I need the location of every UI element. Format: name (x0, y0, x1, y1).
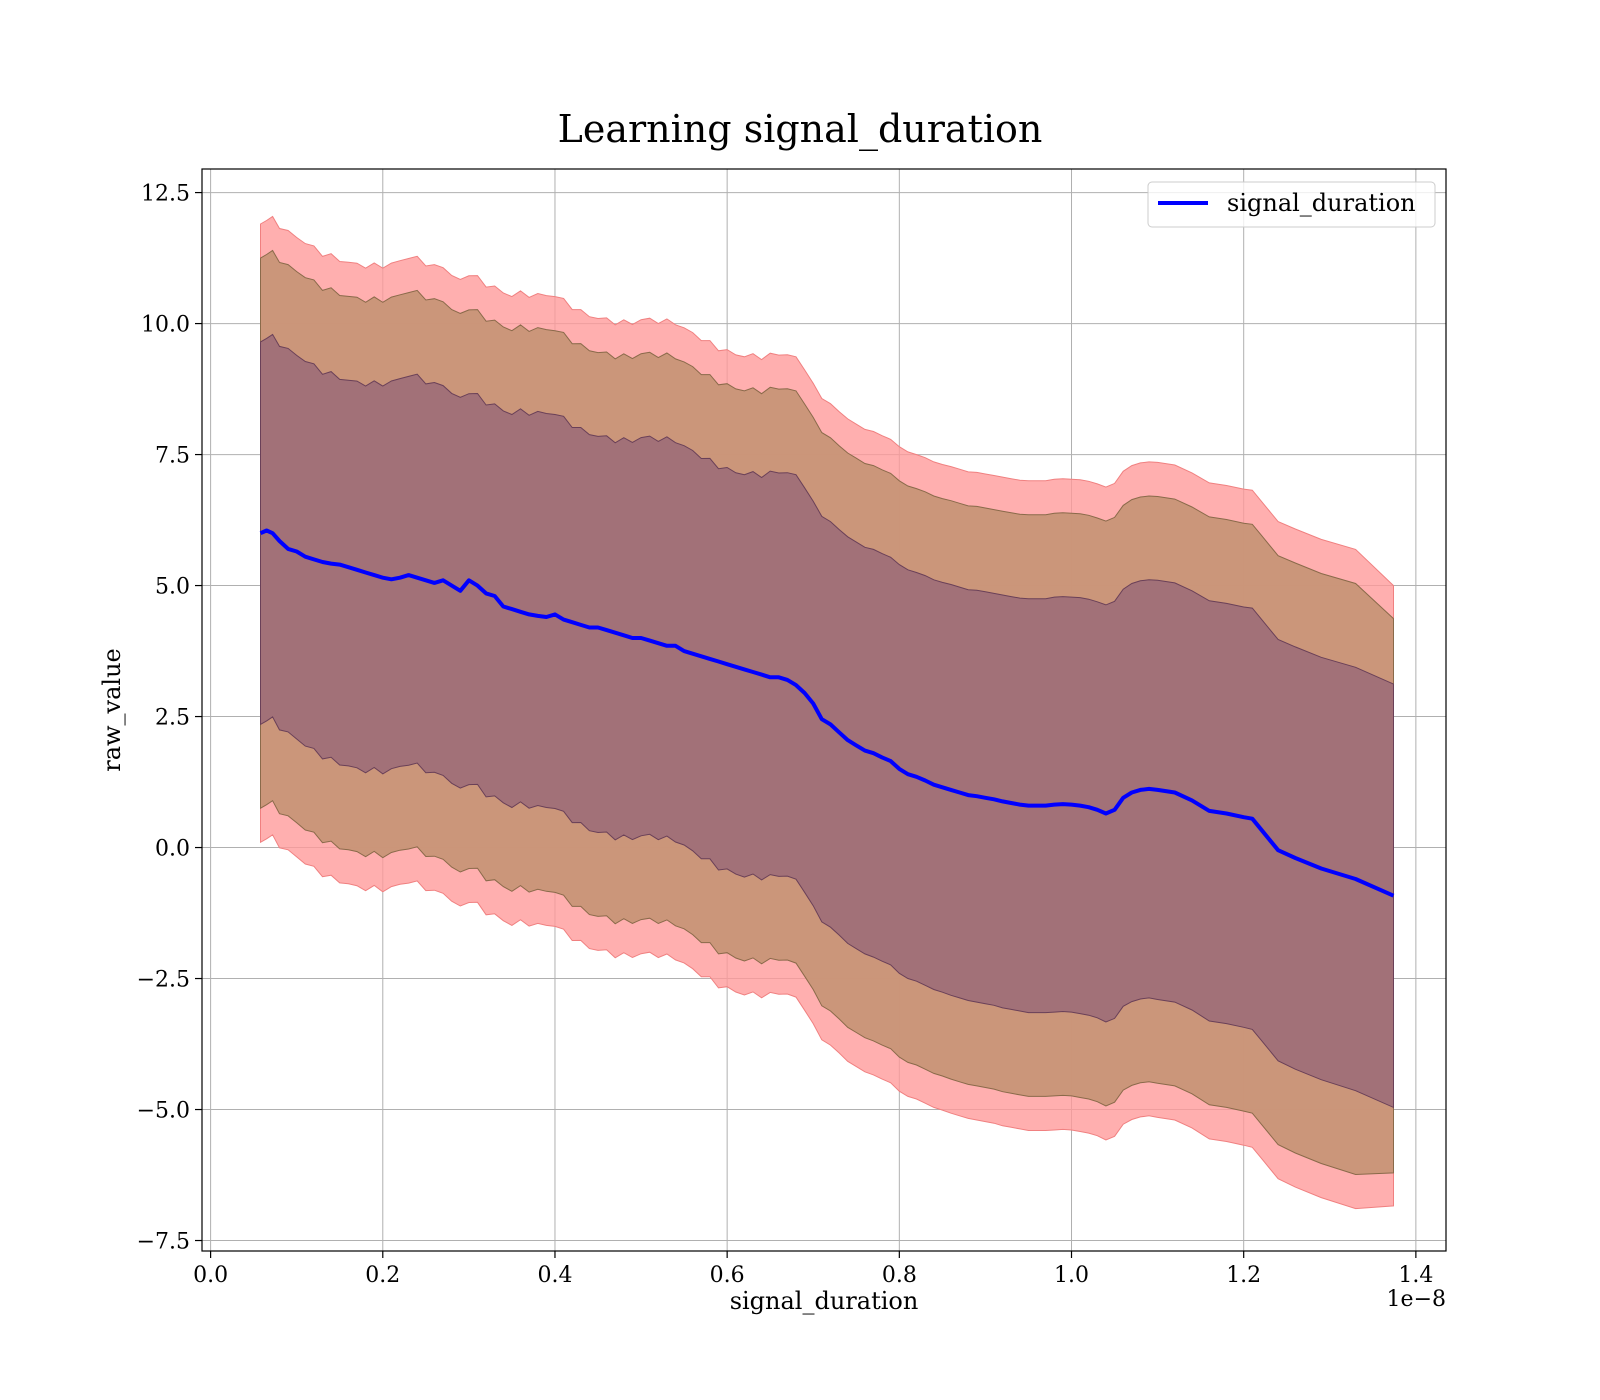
x-tick-label: 1.0 (1054, 1263, 1089, 1288)
legend-box (1147, 181, 1436, 228)
y-tick-label: −5.0 (137, 1099, 190, 1124)
x-tick-label: 0.4 (537, 1263, 572, 1288)
x-axis-ticks: 0.0 0.2 0.4 0.6 0.8 1.0 1.2 1.4 (193, 1251, 1433, 1288)
x-axis-offset-label: 1e−8 (1387, 1287, 1446, 1312)
chart-title: Learning signal_duration (558, 107, 1043, 152)
x-tick-label: 0.0 (193, 1263, 228, 1288)
legend-label-signal-duration: signal_duration (1227, 189, 1416, 217)
y-tick-label: 0.0 (155, 837, 190, 862)
y-tick-label: −2.5 (137, 968, 190, 993)
y-tick-label: 10.0 (141, 313, 190, 338)
x-tick-label: 0.8 (882, 1263, 917, 1288)
y-tick-label: 2.5 (155, 706, 190, 731)
plot-frame (201, 168, 1447, 1252)
series-line-signal-duration (259, 528, 1395, 898)
y-tick-label: 12.5 (141, 182, 190, 207)
x-tick-label: 0.6 (710, 1263, 745, 1288)
x-tick-label: 1.2 (1226, 1263, 1261, 1288)
y-tick-label: −7.5 (137, 1230, 190, 1255)
x-tick-label: 0.2 (365, 1263, 400, 1288)
x-axis-label: signal_duration (730, 1287, 919, 1315)
y-axis-label: raw_value (98, 648, 126, 772)
y-axis-ticks: −7.5 −5.0 −2.5 0.0 2.5 5.0 7.5 10.0 12.5 (137, 182, 202, 1255)
y-tick-label: 7.5 (155, 444, 190, 469)
x-tick-label: 1.4 (1398, 1263, 1433, 1288)
series-lines (259, 528, 1395, 898)
legend: signal_duration (1147, 181, 1436, 228)
y-tick-label: 5.0 (155, 575, 190, 600)
